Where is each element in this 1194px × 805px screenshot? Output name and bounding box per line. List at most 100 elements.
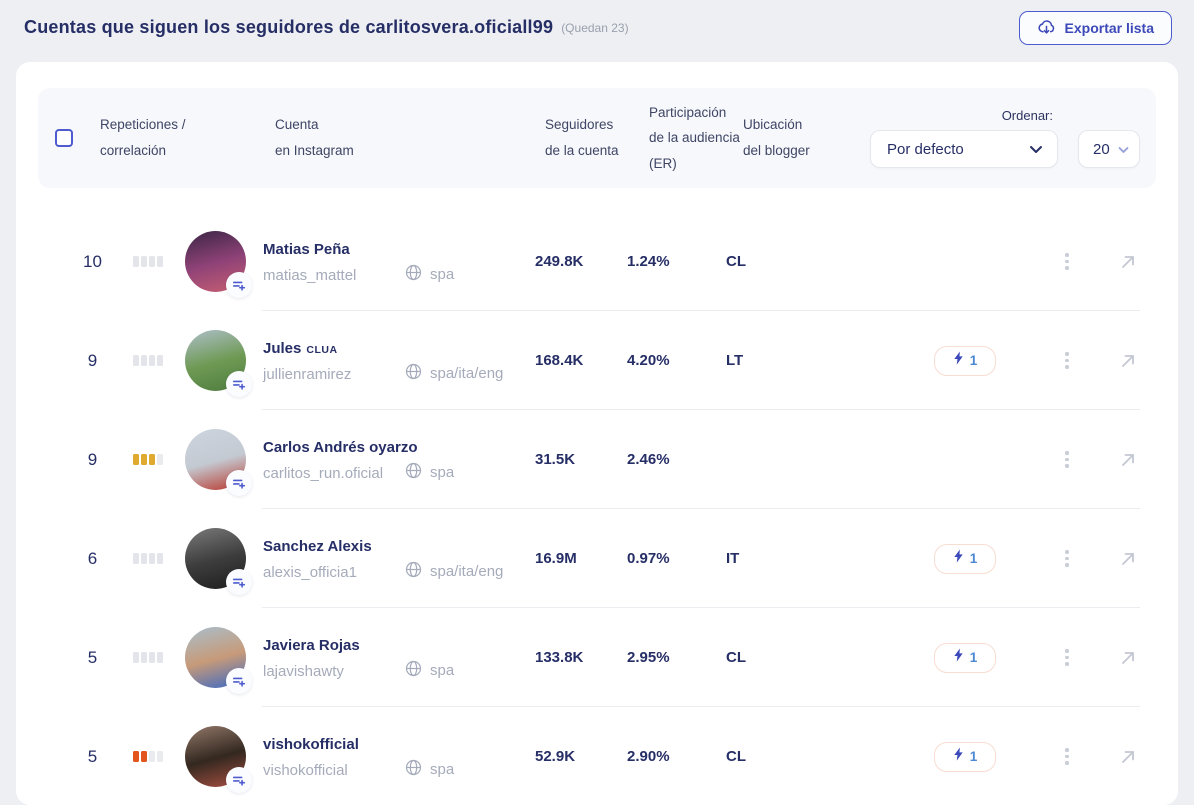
more-options-button[interactable] xyxy=(1058,745,1076,769)
more-options-button[interactable] xyxy=(1058,448,1076,472)
external-link-icon[interactable] xyxy=(1100,648,1156,668)
engagement-rate: 2.46% xyxy=(627,451,670,468)
globe-icon xyxy=(405,660,422,681)
correlation-bars xyxy=(133,355,185,366)
followers-count: 133.8K xyxy=(535,649,584,666)
top-bar: Cuentas que siguen los seguidores de car… xyxy=(0,0,1194,55)
add-to-list-icon[interactable] xyxy=(226,272,252,298)
page-size-select[interactable]: 20 xyxy=(1078,130,1140,168)
account-username[interactable]: matias_mattel xyxy=(263,267,357,284)
avatar[interactable] xyxy=(185,726,252,793)
more-options-button[interactable] xyxy=(1058,250,1076,274)
external-link-icon[interactable] xyxy=(1100,747,1156,767)
avatar[interactable] xyxy=(185,429,252,496)
add-to-list-icon[interactable] xyxy=(226,668,252,694)
add-to-list-icon[interactable] xyxy=(226,470,252,496)
add-to-list-icon[interactable] xyxy=(226,371,252,397)
accounts-list: 10 Matias Peña matias_mattel xyxy=(38,212,1156,805)
external-link-icon[interactable] xyxy=(1100,351,1156,371)
globe-icon xyxy=(405,264,422,285)
avatar[interactable] xyxy=(185,231,252,298)
blogger-location: CL xyxy=(726,649,746,666)
bolt-badge[interactable]: 1 xyxy=(934,741,996,772)
account-name[interactable]: Jules CLUA xyxy=(263,340,338,357)
column-blogger-location: Ubicación del blogger xyxy=(743,117,810,158)
table-row: 9 Jules CLUA jullienramirez xyxy=(38,311,1156,410)
account-username[interactable]: vishokofficial xyxy=(263,762,348,779)
table-row: 6 Sanchez Alexis alexis_officia1 xyxy=(38,509,1156,608)
languages: spa/ita/eng xyxy=(405,363,535,384)
column-audience-engagement: Participación de la audiencia (ER) xyxy=(649,104,740,171)
repetitions-count: 5 xyxy=(87,647,98,667)
column-account-followers: Seguidores de la cuenta xyxy=(545,117,619,158)
remaining-count: (Quedan 23) xyxy=(561,20,629,35)
followers-count: 31.5K xyxy=(535,451,576,468)
repetitions-count: 10 xyxy=(83,251,102,271)
sort-select-value: Por defecto xyxy=(887,140,964,158)
lightning-bolt-icon xyxy=(953,747,964,766)
external-link-icon[interactable] xyxy=(1100,450,1156,470)
table-row: 5 Javiera Rojas lajavishawty xyxy=(38,608,1156,707)
results-card: Repeticiones / correlación Cuenta en Ins… xyxy=(16,62,1178,805)
external-link-icon[interactable] xyxy=(1100,252,1156,272)
account-name[interactable]: Javiera Rojas xyxy=(263,637,360,654)
more-options-button[interactable] xyxy=(1058,547,1076,571)
chevron-down-icon xyxy=(1118,141,1129,158)
correlation-bars xyxy=(133,454,185,465)
globe-icon xyxy=(405,561,422,582)
sort-label: Ordenar: xyxy=(1001,108,1053,123)
globe-icon xyxy=(405,462,422,483)
blogger-location: CL xyxy=(726,253,746,270)
engagement-rate: 0.97% xyxy=(627,550,670,567)
blogger-location: LT xyxy=(726,352,744,369)
repetitions-count: 5 xyxy=(87,746,98,766)
repetitions-count: 6 xyxy=(87,548,98,568)
add-to-list-icon[interactable] xyxy=(226,767,252,793)
external-link-icon[interactable] xyxy=(1100,549,1156,569)
followers-count: 16.9M xyxy=(535,550,577,567)
bolt-badge[interactable]: 1 xyxy=(934,345,996,376)
sort-controls: Ordenar: Por defecto 20 xyxy=(870,108,1140,168)
avatar[interactable] xyxy=(185,330,252,397)
export-list-button[interactable]: Exportar lista xyxy=(1018,10,1172,45)
blogger-location: CL xyxy=(726,748,746,765)
bolt-badge[interactable]: 1 xyxy=(934,642,996,673)
account-username[interactable]: lajavishawty xyxy=(263,663,344,680)
sort-select[interactable]: Por defecto xyxy=(870,130,1058,168)
followers-count: 168.4K xyxy=(535,352,584,369)
repetitions-count: 9 xyxy=(87,449,98,469)
table-row: 9 Carlos Andrés oyarzo carlitos_run.ofic… xyxy=(38,410,1156,509)
table-header: Repeticiones / correlación Cuenta en Ins… xyxy=(38,88,1156,188)
repetitions-count: 9 xyxy=(87,350,98,370)
correlation-bars xyxy=(133,652,185,663)
more-options-button[interactable] xyxy=(1058,646,1076,670)
avatar[interactable] xyxy=(185,627,252,694)
account-name[interactable]: Matias Peña xyxy=(263,241,350,258)
select-all-checkbox[interactable] xyxy=(55,129,73,147)
avatar[interactable] xyxy=(185,528,252,595)
languages: spa xyxy=(405,264,535,285)
engagement-rate: 1.24% xyxy=(627,253,670,270)
account-username[interactable]: carlitos_run.oficial xyxy=(263,465,384,482)
lightning-bolt-icon xyxy=(953,351,964,370)
account-name[interactable]: vishokofficial xyxy=(263,736,359,753)
globe-icon xyxy=(405,759,422,780)
account-username[interactable]: jullienramirez xyxy=(263,366,352,383)
table-row: 10 Matias Peña matias_mattel xyxy=(38,212,1156,311)
correlation-bars xyxy=(133,256,185,267)
more-options-button[interactable] xyxy=(1058,349,1076,373)
languages: spa xyxy=(405,660,535,681)
bolt-badge[interactable]: 1 xyxy=(934,543,996,574)
account-username[interactable]: alexis_officia1 xyxy=(263,564,357,581)
blogger-location: IT xyxy=(726,550,740,567)
lightning-bolt-icon xyxy=(953,648,964,667)
page-size-value: 20 xyxy=(1093,140,1110,158)
account-name[interactable]: Sanchez Alexis xyxy=(263,538,372,555)
account-name[interactable]: Carlos Andrés oyarzo xyxy=(263,439,418,456)
column-instagram-account: Cuenta en Instagram xyxy=(275,117,354,158)
page-title: Cuentas que siguen los seguidores de car… xyxy=(24,17,554,37)
add-to-list-icon[interactable] xyxy=(226,569,252,595)
correlation-bars xyxy=(133,751,185,762)
engagement-rate: 2.90% xyxy=(627,748,670,765)
languages: spa/ita/eng xyxy=(405,561,535,582)
